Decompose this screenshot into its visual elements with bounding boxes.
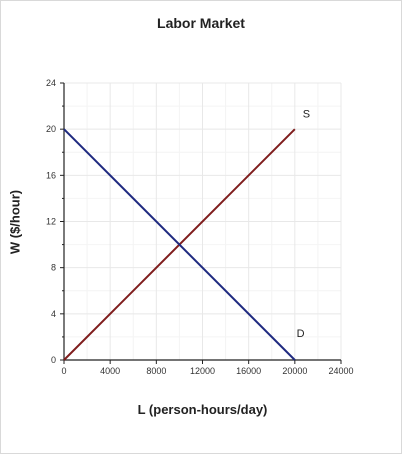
x-tick-label: 24000 bbox=[328, 366, 353, 376]
x-tick-label: 8000 bbox=[146, 366, 166, 376]
x-tick-label: 4000 bbox=[100, 366, 120, 376]
series-line-d bbox=[63, 128, 296, 361]
x-tick-label: 12000 bbox=[190, 366, 215, 376]
x-tick-label: 20000 bbox=[282, 366, 307, 376]
y-tick-label: 24 bbox=[46, 78, 56, 88]
chart-title: Labor Market bbox=[157, 15, 245, 31]
y-tick-label: 0 bbox=[51, 355, 56, 365]
y-tick-label: 8 bbox=[51, 263, 56, 273]
y-tick-label: 12 bbox=[46, 217, 56, 227]
y-tick-label: 16 bbox=[46, 170, 56, 180]
series-label-s: S bbox=[303, 109, 310, 121]
x-tick-label: 0 bbox=[61, 366, 66, 376]
x-axis-label: L (person-hours/day) bbox=[137, 402, 268, 417]
y-tick-label: 20 bbox=[46, 124, 56, 134]
y-tick-label: 4 bbox=[51, 309, 56, 319]
series-label-d: D bbox=[297, 328, 305, 340]
x-tick-label: 16000 bbox=[236, 366, 261, 376]
